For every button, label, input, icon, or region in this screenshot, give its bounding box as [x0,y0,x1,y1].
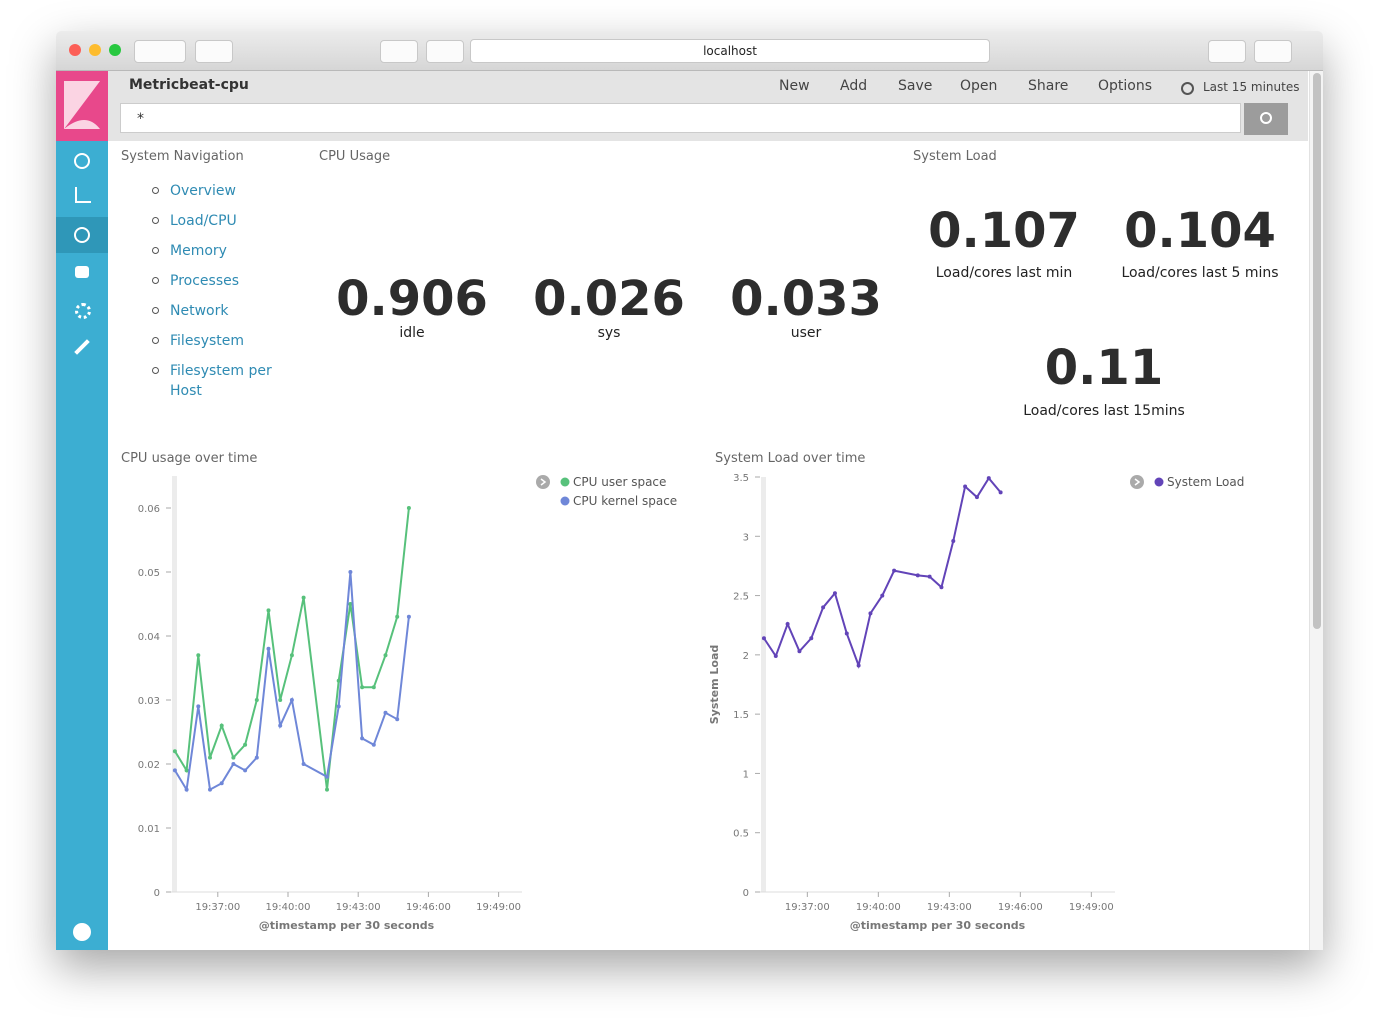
dashboard-icon[interactable] [74,227,90,243]
timelion-icon[interactable] [75,266,89,278]
title-bar: localhost [56,31,1323,71]
bullet [152,277,159,284]
scroll-thumb[interactable] [1313,73,1321,629]
nav-link[interactable]: Load/CPU [170,213,237,229]
info-button[interactable] [426,40,464,63]
metric-value: 0.026 [533,271,685,327]
metric-label: sys [597,325,621,341]
metric-label: idle [399,325,425,341]
metric-value: 0.104 [1124,203,1276,259]
nav-link[interactable]: Overview [170,183,236,199]
panel-title: CPU Usage [319,149,391,164]
search-button[interactable] [1244,103,1288,135]
extension-button[interactable] [380,40,418,63]
bullet [152,307,159,314]
metric-value: 0.033 [730,271,882,327]
minimize-button[interactable] [89,44,101,56]
menu-item[interactable]: Options [1098,78,1153,94]
url-bar[interactable]: localhost [470,39,990,63]
sidebar [56,71,108,950]
visualize-icon[interactable] [75,187,91,203]
close-button[interactable] [69,44,81,56]
panel-title: System Navigation [121,149,244,164]
logo-art [64,81,100,129]
browser-window: localhost Metricbeat-cpu New Add Save Op… [56,31,1323,950]
menu-item[interactable]: New [779,78,810,94]
scrollbar[interactable] [1309,71,1323,950]
bullet [152,367,159,374]
bullet [152,247,159,254]
nav-link[interactable]: Processes [170,273,240,289]
tabs-button[interactable] [1254,40,1292,63]
dashboard-title: Metricbeat-cpu [129,77,249,93]
discover-icon[interactable] [74,153,90,169]
menu-item[interactable]: Open [960,78,998,94]
devtools-icon[interactable] [74,339,90,355]
metric-label: Load/cores last min [935,265,1073,281]
clock-icon [1181,82,1194,95]
metric-value: 0.906 [336,271,488,327]
metric-label: Load/cores last 15mins [1023,403,1185,419]
metric-value: 0.11 [1044,340,1164,396]
menu-item[interactable]: Save [898,78,933,94]
menu-item[interactable]: Share [1028,78,1069,94]
nav-link[interactable]: Filesystem [170,333,245,349]
bullet [152,337,159,344]
metric-value: 0.107 [928,203,1080,259]
metric-label: user [790,325,822,341]
search-icon [1260,112,1272,124]
back-forward[interactable] [134,40,186,63]
zoom-button[interactable] [109,44,121,56]
panel-title: System Load [913,149,997,164]
bullet [152,187,159,194]
bullet [152,217,159,224]
time-picker[interactable]: Last 15 minutes [1203,80,1300,94]
sidebar-button[interactable] [195,40,233,63]
collapse-icon[interactable] [73,923,91,941]
kibana-logo[interactable] [56,71,108,141]
nav-link[interactable]: Memory [170,243,227,259]
menu-item[interactable]: Add [840,78,868,94]
nav-link[interactable]: Network [170,303,229,319]
share-button[interactable] [1208,40,1246,63]
metric-label: Load/cores last 5 mins [1121,265,1279,281]
query-input[interactable]: * [120,103,1241,133]
settings-icon[interactable] [75,303,91,319]
nav-link[interactable]: Filesystem per Host [170,363,272,399]
